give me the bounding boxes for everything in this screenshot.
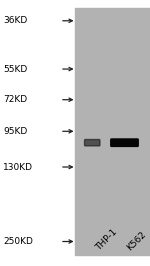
Bar [75,8,150,255]
Text: 130KD: 130KD [3,163,33,172]
Text: 95KD: 95KD [3,127,27,136]
FancyBboxPatch shape [111,139,138,146]
Text: 55KD: 55KD [3,65,27,73]
Text: 250KD: 250KD [3,237,33,246]
Text: 72KD: 72KD [3,95,27,104]
Text: THP-1: THP-1 [94,228,119,253]
FancyBboxPatch shape [85,139,100,146]
Text: 36KD: 36KD [3,16,27,25]
Text: K562: K562 [125,230,148,253]
